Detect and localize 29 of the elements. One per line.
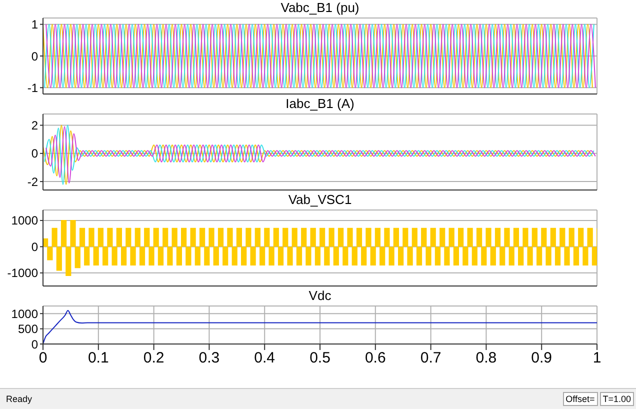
chart-title: Vdc xyxy=(308,288,332,304)
x-tick-label: 0.5 xyxy=(310,350,330,367)
y-tick-label: 0 xyxy=(31,49,38,64)
x-tick-label: 0.9 xyxy=(531,350,552,367)
x-tick-label: 0.3 xyxy=(198,350,220,367)
text: Ready xyxy=(5,394,34,404)
chart-title: Vab_VSC1 xyxy=(287,192,353,208)
x-tick-label: 1 xyxy=(592,350,602,367)
y-tick-label: 500 xyxy=(18,322,38,336)
y-tick-label: 0 xyxy=(31,240,38,254)
chart-title: Iabc_B1 (A) xyxy=(284,96,356,112)
x-tick-label: 0.8 xyxy=(476,350,497,367)
x-tick-label: 0.7 xyxy=(420,350,442,367)
y-tick-label: 0 xyxy=(31,337,38,352)
x-tick-label: 0.2 xyxy=(143,350,164,367)
y-tick-label: 1000 xyxy=(11,306,38,321)
y-tick-label: 2 xyxy=(31,118,38,133)
x-tick-label: 0.6 xyxy=(364,350,386,367)
y-tick-label: 1 xyxy=(31,18,38,32)
x-tick-label: 0.4 xyxy=(254,350,276,367)
chart-title: Vabc_B1 (pu) xyxy=(280,0,360,16)
text: Offset= xyxy=(562,392,598,406)
y-tick-label: -2 xyxy=(27,174,38,189)
x-tick-label: 0.1 xyxy=(88,350,109,367)
y-tick-label: -1000 xyxy=(7,266,38,280)
text: T=1.00 xyxy=(600,392,634,406)
y-tick-label: -1 xyxy=(27,80,38,95)
y-tick-label: 1000 xyxy=(11,214,38,228)
y-tick-label: 0 xyxy=(31,146,38,161)
